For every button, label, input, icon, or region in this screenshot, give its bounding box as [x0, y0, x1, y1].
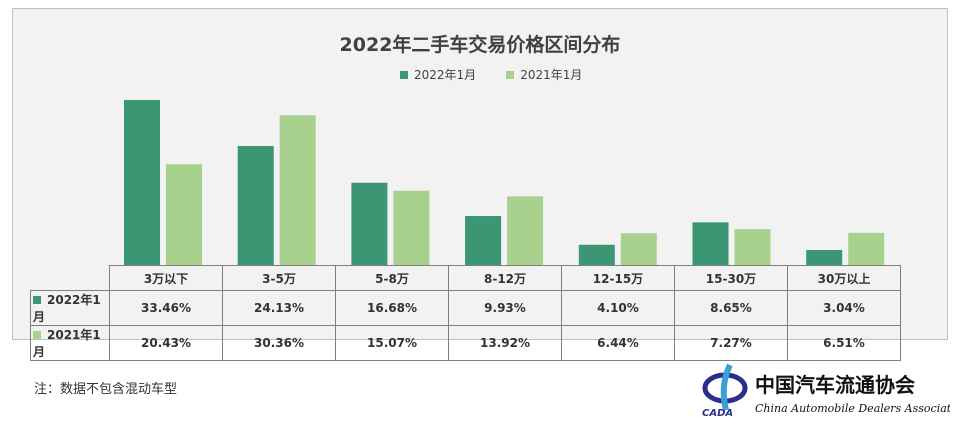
- bar-2022-3: [465, 216, 502, 265]
- data-label: 9.93%: [448, 290, 562, 326]
- cada-logo: CADA 中国汽车流通协会 China Automobile Dealers A…: [700, 360, 960, 424]
- data-label: 3.04%: [787, 290, 901, 326]
- data-label: 20.43%: [109, 325, 223, 361]
- data-label: 24.13%: [222, 290, 336, 326]
- legend-item-2022: 2022年1月: [400, 66, 476, 83]
- bar-2022-5: [692, 222, 729, 265]
- data-label: 30.36%: [222, 325, 336, 361]
- legend-item-2021: 2021年1月: [506, 66, 582, 83]
- data-label: 6.44%: [561, 325, 675, 361]
- bar-2022-2: [351, 182, 388, 265]
- bar-2021-0: [166, 164, 202, 265]
- bar-2021-5: [734, 229, 771, 265]
- data-label: 7.27%: [674, 325, 788, 361]
- data-label: 33.46%: [109, 290, 223, 326]
- corner: [31, 266, 110, 291]
- bar-2022-4: [578, 244, 615, 265]
- footnote: 注：数据不包含混动车型: [34, 382, 178, 397]
- legend: 2022年1月 2021年1月: [400, 66, 582, 83]
- data-label: 15.07%: [335, 325, 449, 361]
- bar-2021-2: [393, 190, 430, 265]
- category-label: 3万以下: [109, 265, 223, 291]
- data-label: 13.92%: [448, 325, 562, 361]
- data-label: 6.51%: [787, 325, 901, 361]
- bar-2021-3: [507, 196, 544, 265]
- category-label: 3-5万: [222, 265, 336, 291]
- data-label: 16.68%: [335, 290, 449, 326]
- series-label: 2021年1月: [30, 325, 110, 361]
- bar-2022-1: [237, 146, 274, 265]
- series-label: 2022年1月: [30, 290, 110, 326]
- bar-2021-4: [620, 233, 657, 265]
- bar-2022-6: [806, 250, 843, 265]
- category-label: 30万以上: [787, 265, 901, 291]
- data-table: 3万以下 3-5万 5-8万 8-12万 12-15万 15-30万 30万以上 2022年1…: [30, 265, 901, 361]
- svg-text:CADA: CADA: [702, 408, 733, 419]
- bar-2021-1: [279, 115, 316, 266]
- bar-2021-6: [848, 232, 885, 265]
- svg-text:中国汽车流通协会: 中国汽车流通协会: [755, 373, 915, 397]
- chart-title: 2022年二手车交易价格区间分布: [339, 34, 621, 56]
- data-label: 4.10%: [561, 290, 675, 326]
- category-label: 12-15万: [561, 265, 675, 291]
- svg-text:China Automobile Dealers Assoc: China Automobile Dealers Association: [755, 402, 950, 415]
- data-label: 8.65%: [674, 290, 788, 326]
- category-label: 15-30万: [674, 265, 788, 291]
- category-label: 5-8万: [335, 265, 449, 291]
- bar-2022-0: [124, 100, 160, 265]
- category-label: 8-12万: [448, 265, 562, 291]
